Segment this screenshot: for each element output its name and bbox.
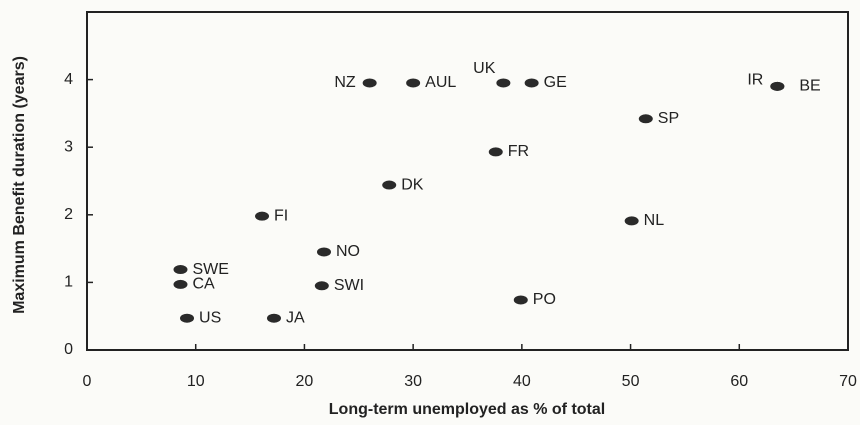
- point: [255, 211, 270, 221]
- x-tick-label: 10: [187, 373, 205, 390]
- point-label: FI: [274, 207, 288, 224]
- point-label: DK: [401, 176, 424, 193]
- point-label: SP: [658, 110, 679, 127]
- point-label: AUL: [425, 74, 456, 91]
- point: [316, 247, 331, 257]
- point: [266, 313, 281, 323]
- point: [496, 78, 511, 88]
- point-label: FR: [508, 143, 529, 160]
- x-axis-title: Long-term unemployed as % of total: [329, 401, 605, 418]
- y-tick-label: 1: [64, 274, 73, 291]
- point-label: PO: [533, 291, 556, 308]
- x-tick-label: 0: [83, 373, 92, 390]
- point-label: UK: [473, 60, 496, 77]
- point-label: SWI: [334, 277, 364, 294]
- x-tick-label: 30: [404, 373, 422, 390]
- point: [770, 81, 785, 91]
- x-tick-label: 20: [296, 373, 314, 390]
- x-tick-label: 40: [513, 373, 531, 390]
- point: [180, 313, 195, 323]
- point: [488, 147, 503, 157]
- y-tick-label: 2: [64, 206, 73, 223]
- point: [362, 78, 377, 88]
- y-tick-label: 0: [64, 341, 73, 358]
- point-label: GE: [544, 74, 567, 91]
- point: [513, 295, 528, 305]
- x-tick-label: 50: [622, 373, 640, 390]
- point-label: NL: [644, 212, 665, 229]
- plot-frame: [86, 11, 849, 351]
- y-tick-label: 3: [64, 138, 73, 155]
- point: [173, 265, 188, 275]
- point-label: CA: [192, 276, 215, 293]
- point-label: NZ: [334, 74, 356, 91]
- point-label: IR: [747, 72, 763, 89]
- x-tick-label: 60: [730, 373, 748, 390]
- point-label: US: [199, 309, 221, 326]
- point: [314, 281, 329, 291]
- point: [406, 78, 421, 88]
- point: [173, 279, 188, 289]
- point-label: BE: [799, 78, 820, 95]
- point-label: NO: [336, 243, 360, 260]
- y-axis-title: Maximum Benefit duration (years): [11, 56, 28, 314]
- point: [382, 180, 397, 190]
- point: [624, 216, 639, 226]
- point-label: SWE: [192, 261, 228, 278]
- point-label: JA: [286, 309, 305, 326]
- x-tick-label: 70: [839, 373, 857, 390]
- point: [524, 78, 539, 88]
- point: [638, 114, 653, 124]
- y-tick-label: 4: [64, 71, 73, 88]
